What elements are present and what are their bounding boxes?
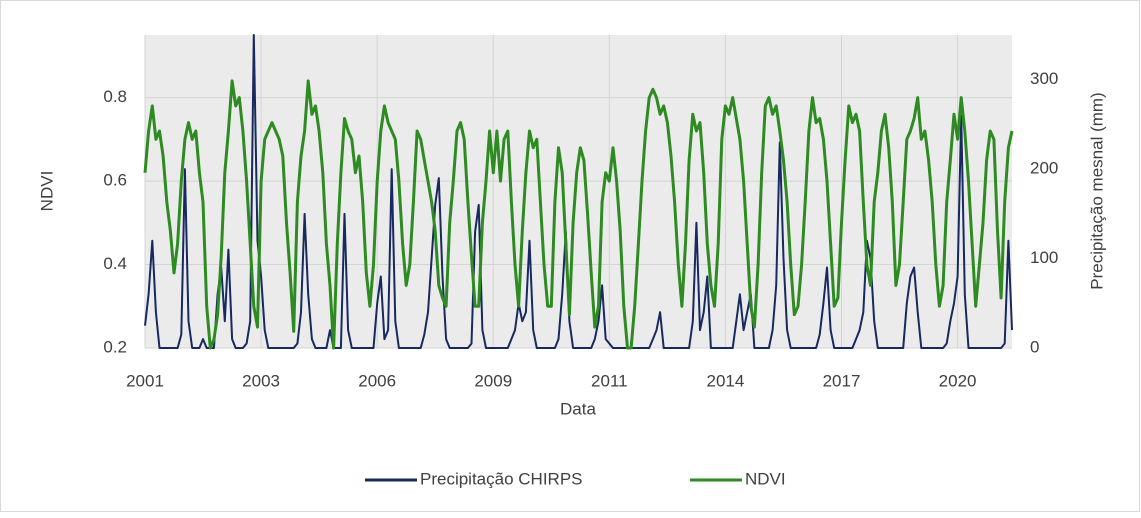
plot-area: [145, 35, 1012, 348]
x-tick-label: 2017: [823, 371, 861, 390]
series-line: [143, 79, 1014, 350]
y2-axis-title: Precipitação mesnal (mm): [1087, 92, 1106, 289]
y-tick-label: 0.8: [103, 87, 127, 106]
x-tick-label: 2003: [242, 371, 280, 390]
y-tick-label: 0.4: [103, 254, 127, 273]
y-axis-title: NDVI: [37, 171, 56, 212]
y-tick-label: 0.2: [103, 337, 127, 356]
x-tick-label: 2009: [474, 371, 512, 390]
y2-tick-label: 0: [1030, 337, 1039, 356]
y2-tick-label: 300: [1030, 69, 1058, 88]
x-tick-label: 2006: [358, 371, 396, 390]
legend-label: NDVI: [745, 469, 786, 488]
x-tick-label: 2001: [126, 371, 164, 390]
x-tick-label: 2020: [939, 371, 977, 390]
x-tick-label: 2011: [591, 371, 628, 390]
y-tick-label: 0.6: [103, 171, 127, 190]
legend-label: Precipitação CHIRPS: [420, 469, 583, 488]
y2-tick-label: 100: [1030, 248, 1058, 267]
y2-tick-label: 200: [1030, 159, 1058, 178]
series-line: [144, 34, 1013, 349]
x-tick-label: 2014: [707, 371, 745, 390]
x-axis-title: Data: [560, 399, 596, 418]
